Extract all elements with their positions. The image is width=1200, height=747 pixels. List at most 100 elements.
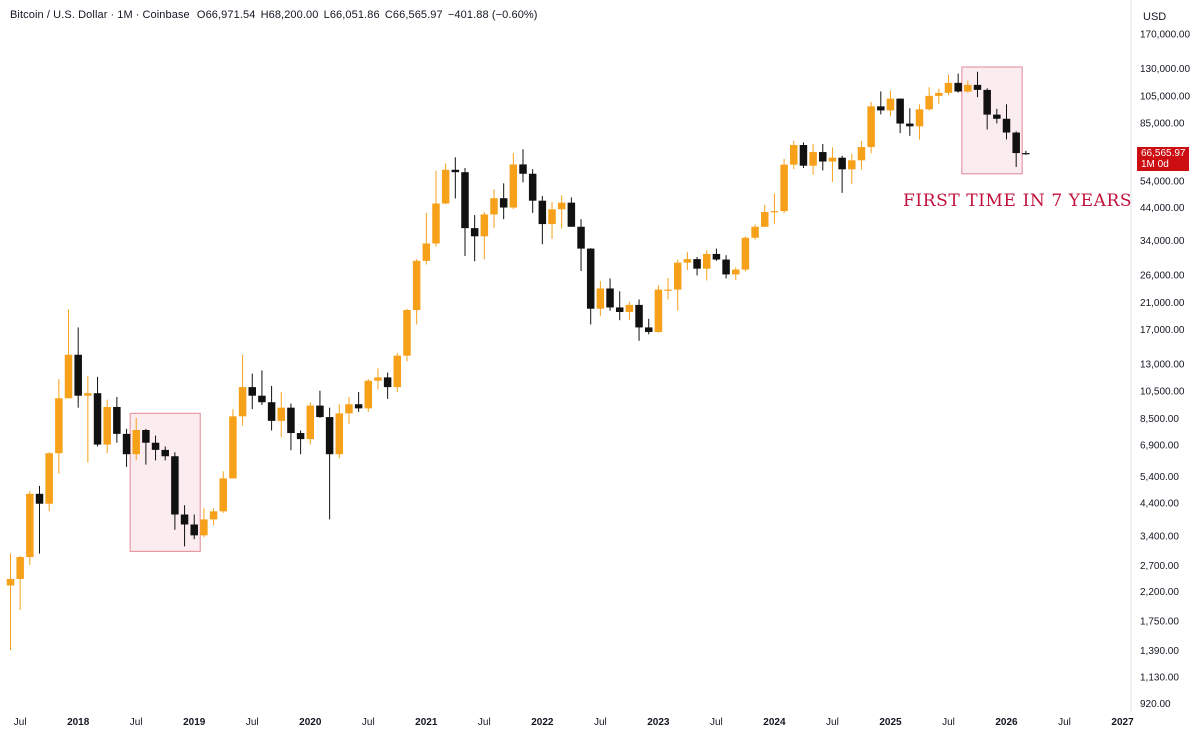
candle[interactable] (867, 101, 875, 154)
candle[interactable] (886, 90, 895, 117)
candle[interactable] (171, 452, 179, 530)
candle[interactable] (528, 169, 537, 213)
candle[interactable] (383, 372, 392, 399)
candle[interactable] (896, 98, 904, 134)
candle[interactable] (509, 153, 518, 210)
candle[interactable] (954, 73, 962, 93)
candle[interactable] (277, 391, 286, 438)
candle[interactable] (45, 452, 53, 512)
candle[interactable] (499, 183, 508, 220)
candle[interactable] (26, 491, 34, 565)
candle[interactable] (219, 471, 227, 513)
candle[interactable] (470, 215, 479, 262)
currency-label[interactable]: USD (1143, 11, 1167, 23)
candle[interactable] (857, 140, 866, 170)
candle[interactable] (925, 87, 933, 111)
candle[interactable] (596, 281, 605, 317)
candle[interactable] (906, 108, 914, 136)
candle[interactable] (335, 404, 344, 459)
candle[interactable] (132, 417, 140, 461)
candle[interactable] (722, 255, 730, 279)
candle[interactable] (142, 428, 150, 465)
candle[interactable] (354, 391, 363, 412)
candle[interactable] (287, 403, 295, 451)
candle[interactable] (848, 153, 856, 185)
candle[interactable] (751, 224, 759, 240)
candle[interactable] (915, 104, 924, 140)
candle[interactable] (983, 88, 991, 130)
candle[interactable] (673, 259, 682, 311)
symbol-name[interactable]: Bitcoin / U.S. Dollar (10, 9, 108, 21)
candle[interactable] (403, 308, 411, 362)
candle[interactable] (151, 435, 160, 461)
candle[interactable] (122, 428, 131, 467)
candle[interactable] (567, 197, 576, 227)
candle[interactable] (306, 402, 315, 445)
candle[interactable] (490, 189, 498, 229)
candle[interactable] (877, 91, 885, 115)
candle[interactable] (761, 204, 769, 228)
candle[interactable] (828, 147, 837, 182)
candle[interactable] (55, 379, 63, 474)
candle[interactable] (683, 251, 692, 271)
candle[interactable] (296, 430, 305, 455)
candle[interactable] (790, 140, 798, 170)
candle[interactable] (1002, 104, 1011, 140)
candle[interactable] (741, 236, 750, 272)
candle[interactable] (712, 248, 721, 261)
candle[interactable] (973, 71, 982, 98)
candle[interactable] (538, 196, 547, 245)
candle[interactable] (93, 376, 102, 447)
candle[interactable] (664, 277, 672, 300)
candle[interactable] (74, 327, 82, 408)
candle[interactable] (809, 143, 817, 175)
candle[interactable] (548, 201, 556, 239)
interval[interactable]: 1M (117, 9, 133, 21)
candle[interactable] (412, 259, 421, 325)
candle[interactable] (799, 142, 808, 169)
candle[interactable] (606, 278, 614, 311)
candle[interactable] (267, 385, 276, 431)
candle[interactable] (432, 170, 440, 247)
candle[interactable] (103, 399, 111, 454)
candle[interactable] (654, 285, 663, 333)
candle[interactable] (161, 446, 169, 461)
candle[interactable] (693, 256, 701, 276)
candle[interactable] (16, 555, 24, 610)
candle[interactable] (702, 250, 711, 281)
candle[interactable] (200, 508, 208, 538)
candle[interactable] (461, 168, 469, 257)
candle[interactable] (441, 163, 450, 205)
candle[interactable] (770, 193, 779, 224)
candle[interactable] (238, 354, 247, 426)
candle[interactable] (422, 212, 431, 265)
candle[interactable] (644, 318, 653, 335)
candle[interactable] (345, 396, 353, 425)
candle[interactable] (586, 248, 595, 325)
candle[interactable] (993, 108, 1001, 124)
candle[interactable] (625, 301, 634, 321)
candle[interactable] (935, 88, 943, 104)
candle[interactable] (190, 514, 198, 540)
candle[interactable] (113, 396, 121, 443)
candle[interactable] (944, 74, 953, 96)
candle[interactable] (557, 195, 566, 229)
candle[interactable] (64, 309, 73, 399)
candle[interactable] (635, 299, 643, 341)
candle[interactable] (6, 553, 15, 651)
candle[interactable] (577, 219, 585, 272)
candle[interactable] (393, 352, 402, 392)
candle[interactable] (258, 370, 266, 405)
candle[interactable] (964, 80, 972, 93)
candle[interactable] (35, 485, 44, 554)
candle[interactable] (780, 158, 788, 214)
candle[interactable] (1022, 150, 1030, 155)
candle[interactable] (84, 375, 92, 463)
candle[interactable] (325, 407, 334, 520)
candle[interactable] (838, 155, 846, 193)
candle[interactable] (248, 373, 257, 410)
candle[interactable] (732, 267, 740, 280)
candle[interactable] (480, 212, 489, 260)
candle[interactable] (374, 368, 382, 390)
